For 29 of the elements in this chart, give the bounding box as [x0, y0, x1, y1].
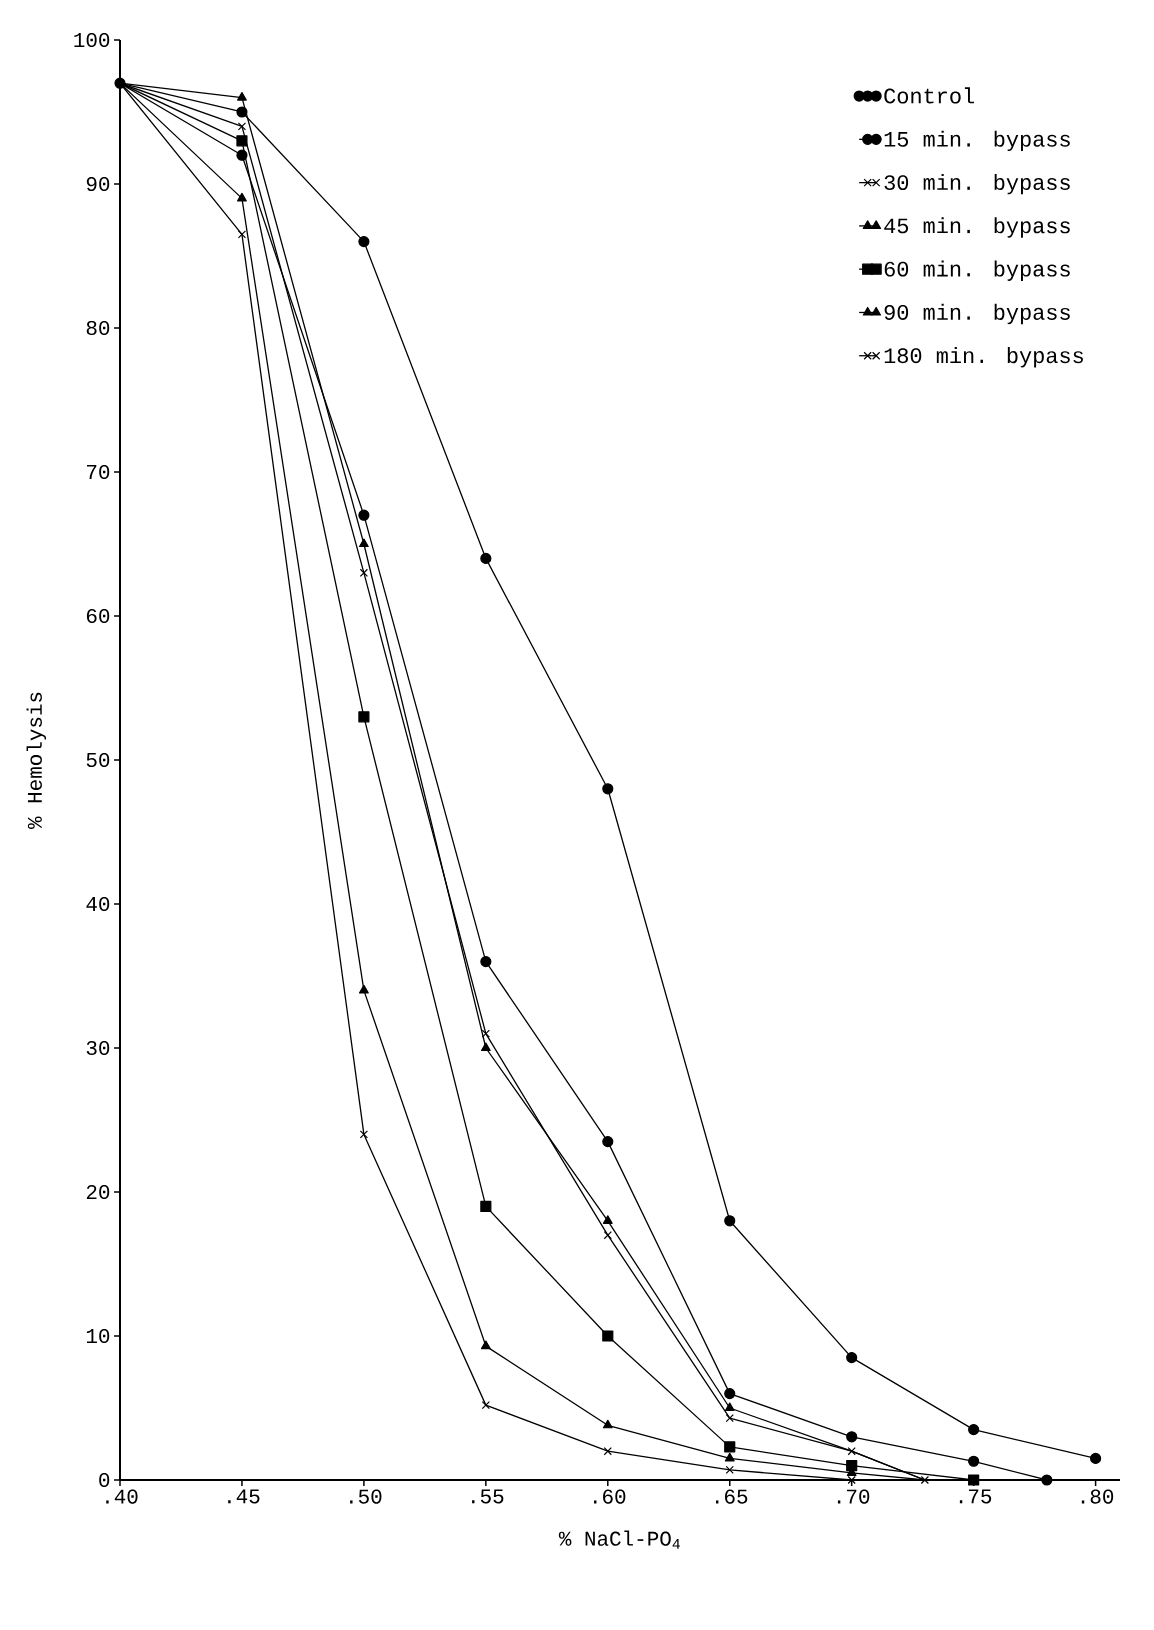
y-tick-label: 20 [86, 1184, 110, 1200]
y-tick-label: 90 [86, 176, 110, 192]
x-tick-label: .80 [1081, 1489, 1114, 1504]
y-tick-label: 60 [86, 608, 110, 624]
y-tick-label: 0 [99, 1472, 110, 1488]
y-tick-label: 70 [87, 464, 110, 480]
legend-label: 30 min. bypass [884, 173, 1070, 195]
legend-label: 15 min. bypass [884, 130, 1070, 152]
y-tick-label: 80 [86, 320, 110, 336]
x-tick-label: .65 [715, 1489, 748, 1504]
y-tick-label: 30 [86, 1040, 110, 1056]
y-tick-label: 100 [74, 32, 110, 48]
x-tick-label: .55 [472, 1489, 504, 1504]
y-axis-title: % Hemolysis [26, 692, 47, 830]
x-tick-label: .70 [837, 1489, 870, 1504]
x-tick-label: .60 [594, 1489, 626, 1504]
y-tick-label: 40 [86, 896, 110, 912]
legend-label: 180 min. bypass [884, 347, 1083, 368]
legend-label: Control [884, 87, 974, 104]
y-tick-label: 50 [86, 752, 110, 768]
x-tick-label: .40 [106, 1489, 138, 1504]
y-tick-label: 10 [86, 1328, 110, 1344]
x-tick-label: .75 [959, 1489, 992, 1504]
legend-label: 60 min. bypass [884, 260, 1070, 281]
x-tick-label: .50 [350, 1489, 382, 1504]
legend-label: 45 min. bypass [884, 217, 1070, 238]
x-tick-label: .45 [228, 1489, 260, 1504]
legend-label: 90 min. bypass [884, 303, 1070, 325]
x-axis-title: % NaCl-PO$_{4}$ [558, 1530, 680, 1549]
